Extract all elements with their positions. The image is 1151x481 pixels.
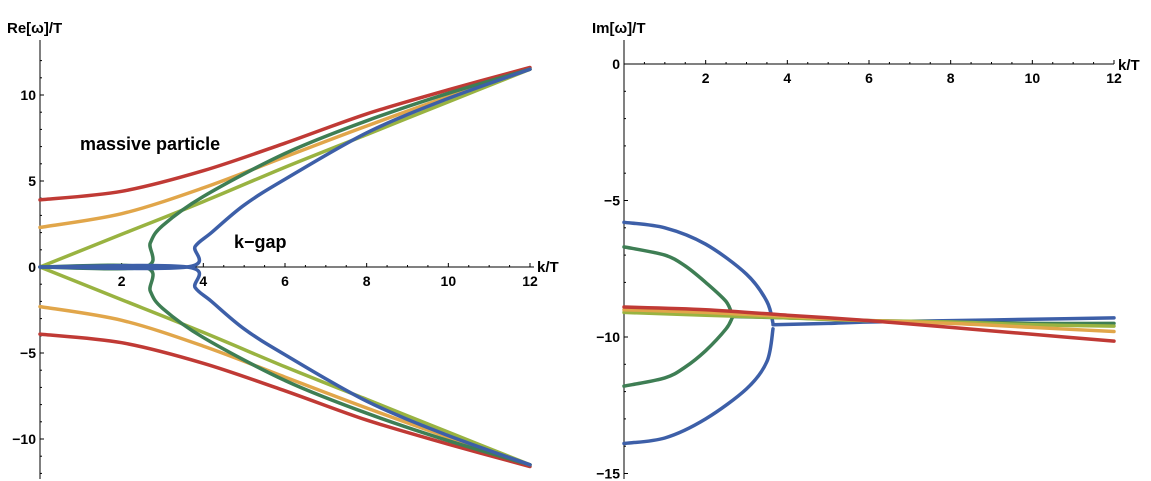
series-green-curve xyxy=(622,245,734,317)
series-lime-curve-negative xyxy=(38,265,532,467)
right-y-axis-label: Im[ω]/T xyxy=(592,20,646,37)
imaginary-part-plot: Im[ω]/T k/T 2 4 6 8 10 12 0 −5 −10 −15 xyxy=(592,20,1140,481)
y-tick-label: −5 xyxy=(604,193,620,209)
y-tick-label: 10 xyxy=(20,87,36,103)
x-tick-label: 10 xyxy=(1025,70,1041,86)
x-tick-label: 6 xyxy=(281,273,289,289)
y-tick-label: 0 xyxy=(612,56,620,72)
y-tick-label: 0 xyxy=(28,259,36,275)
series-blue-curve xyxy=(622,327,775,446)
x-tick-label: 6 xyxy=(865,70,873,86)
x-tick-label: 8 xyxy=(947,70,955,86)
real-part-plot: Re[ω]/T k/T massive particle k−gap 2 4 6 8 1… xyxy=(7,20,559,479)
y-tick-label: −10 xyxy=(596,329,620,345)
series-red-curve xyxy=(38,65,532,202)
y-tick-label: −5 xyxy=(20,345,36,361)
x-tick-label: 4 xyxy=(199,273,207,289)
x-tick-label: 12 xyxy=(522,273,538,289)
left-x-axis-label: k/T xyxy=(537,259,559,276)
series-lime-curve xyxy=(38,67,532,269)
series-blue-curve-negative xyxy=(38,263,532,467)
annotation-k-gap: k−gap xyxy=(234,232,287,252)
left-y-axis-label: Re[ω]/T xyxy=(7,20,62,37)
y-tick-label: −15 xyxy=(596,466,620,481)
series-blue-curve xyxy=(622,220,775,326)
x-tick-label: 2 xyxy=(118,273,126,289)
series-red-curve xyxy=(622,305,1116,343)
x-tick-label: 2 xyxy=(702,70,710,86)
y-tick-label: 5 xyxy=(28,173,36,189)
x-tick-label: 12 xyxy=(1106,70,1122,86)
y-tick-label: −10 xyxy=(12,431,36,447)
annotation-massive-particle: massive particle xyxy=(80,134,220,154)
x-tick-label: 8 xyxy=(363,273,371,289)
series-red-curve-negative xyxy=(38,332,532,469)
x-tick-label: 10 xyxy=(441,273,457,289)
right-x-axis-label: k/T xyxy=(1118,57,1140,74)
series-orange-curve-negative xyxy=(38,304,532,467)
x-tick-label: 4 xyxy=(783,70,791,86)
series-green-curve xyxy=(622,316,734,388)
